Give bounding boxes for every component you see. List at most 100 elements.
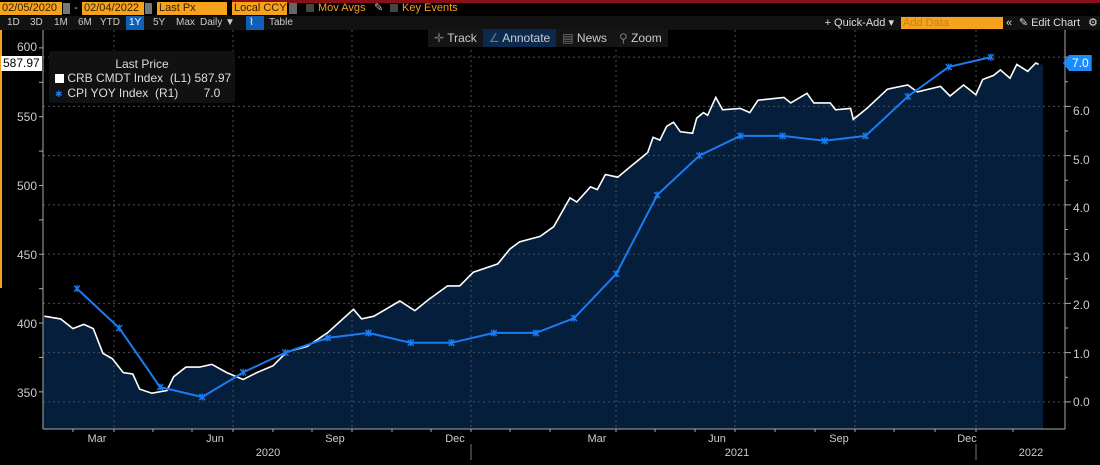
cpi-point-marker: [281, 349, 289, 357]
calendar-icon[interactable]: [145, 3, 152, 14]
cpi-point-marker: [156, 383, 164, 391]
legend-series-value: 587.97: [194, 71, 232, 85]
blue-star-icon: ✱: [55, 89, 63, 99]
pencil-icon[interactable]: ✎: [374, 2, 384, 14]
range-ytd[interactable]: YTD: [100, 17, 120, 28]
annotate-button[interactable]: ∠ Annotate: [482, 29, 557, 47]
cpi-point-marker: [612, 270, 620, 278]
left-tick-label: 400: [17, 317, 38, 331]
gear-icon[interactable]: ⚙: [1088, 17, 1098, 29]
range-3d[interactable]: 3D: [30, 17, 43, 28]
chart-toolbar: ✛ Track ∠ Annotate ▤ News ⚲ Zoom: [428, 29, 668, 47]
cpi-point-marker: [695, 152, 703, 160]
news-label: News: [576, 31, 607, 45]
range-bar: 1D 3D 1M 6M YTD 1Y 5Y Max Daily ▼ ⌇ Tabl…: [0, 16, 1100, 30]
range-5y[interactable]: 5Y: [153, 17, 166, 28]
legend-entry-crb[interactable]: CRB CMDT Index (L1) 587.97: [55, 71, 231, 85]
end-date-input[interactable]: 02/04/2022: [82, 2, 144, 15]
x-year-label: 2020: [255, 447, 281, 459]
top-bar: 02/05/2020 - 02/04/2022 Last Px Local CC…: [0, 0, 1100, 16]
mov-avgs-label[interactable]: Mov Avgs: [318, 2, 366, 14]
legend-series-name: CPI YOY Index (R1): [67, 86, 179, 100]
right-tick-label: 6.0: [1073, 104, 1090, 118]
cpi-point-marker: [570, 314, 578, 322]
legend-series-value: 7.0: [203, 86, 221, 100]
right-tick-label: 0.0: [1073, 395, 1090, 409]
right-tick-label: 2.0: [1073, 298, 1090, 312]
cpi-point-marker: [364, 329, 372, 337]
calendar-icon[interactable]: [63, 3, 70, 14]
cpi-point-marker: [198, 393, 206, 401]
news-icon: ▤: [562, 31, 574, 45]
key-events-checkbox[interactable]: [390, 4, 398, 12]
collapse-icon[interactable]: «: [1006, 17, 1013, 29]
x-month-label: Dec: [957, 433, 977, 445]
range-1d[interactable]: 1D: [7, 17, 20, 28]
cpi-point-marker: [239, 368, 247, 376]
cpi-point-marker: [448, 339, 456, 347]
legend-entry-cpi[interactable]: ✱ CPI YOY Index (R1) 7.0: [55, 86, 220, 100]
right-tick-label: 5.0: [1073, 153, 1090, 167]
track-label: Track: [447, 31, 477, 45]
legend[interactable]: Last Price CRB CMDT Index (L1) 587.97 ✱ …: [49, 51, 235, 103]
left-tick-label: 600: [17, 40, 38, 54]
cpi-point-marker: [987, 53, 995, 61]
range-max[interactable]: Max: [176, 17, 195, 28]
right-tick-label: 1.0: [1073, 347, 1090, 361]
chart-type-icon[interactable]: ⌇: [246, 16, 264, 30]
left-tick-label: 500: [17, 179, 38, 193]
add-data-input[interactable]: Add Data: [901, 17, 1003, 29]
start-date-input[interactable]: 02/05/2020: [0, 2, 62, 15]
x-month-label: Mar: [87, 433, 107, 445]
x-month-label: Dec: [445, 433, 465, 445]
currency-select[interactable]: Local CCY: [232, 2, 287, 15]
annotate-label: Annotate: [502, 31, 551, 45]
key-events-label[interactable]: Key Events: [402, 2, 458, 14]
white-square-icon: [55, 74, 64, 83]
left-tick-label: 450: [17, 248, 38, 262]
left-tick-label: 550: [17, 110, 38, 124]
range-6m[interactable]: 6M: [78, 17, 92, 28]
right-tick-label: 4.0: [1073, 201, 1090, 215]
cpi-point-marker: [904, 93, 912, 100]
legend-series-name: CRB CMDT Index (L1): [67, 71, 192, 85]
pencil-icon: ∠: [488, 31, 500, 45]
cpi-point-marker: [821, 137, 829, 145]
quick-add-button[interactable]: + Quick-Add ▾: [824, 17, 894, 29]
frequency-select[interactable]: Daily ▼: [200, 17, 235, 28]
zoom-button[interactable]: ⚲ Zoom: [613, 29, 668, 47]
status-strip: [232, 0, 1100, 3]
date-separator: -: [74, 2, 78, 14]
edit-chart-button[interactable]: ✎ Edit Chart: [1018, 17, 1080, 29]
left-tick-label: 350: [17, 386, 38, 400]
mov-avgs-checkbox[interactable]: [306, 4, 314, 12]
crb-line: [44, 62, 1039, 395]
field-select[interactable]: Last Px: [157, 2, 227, 15]
cpi-point-marker: [407, 339, 415, 347]
x-month-label: Jun: [708, 433, 726, 445]
range-1m[interactable]: 1M: [54, 17, 68, 28]
cpi-point-marker: [532, 329, 540, 337]
cpi-point-marker: [862, 132, 870, 140]
cpi-point-marker: [73, 285, 81, 293]
cpi-point-marker: [779, 132, 786, 140]
x-month-label: Sep: [325, 433, 345, 445]
crosshair-icon: ✛: [434, 31, 445, 45]
x-year-label: 2022: [1018, 447, 1044, 459]
right-last-value-tag: 7.0: [1063, 55, 1092, 71]
active-panel-indicator: [0, 30, 2, 288]
right-tick-label: 3.0: [1073, 250, 1090, 264]
zoom-label: Zoom: [631, 31, 662, 45]
x-month-label: Jun: [206, 433, 224, 445]
range-1y[interactable]: 1Y: [126, 16, 145, 30]
track-button[interactable]: ✛ Track: [428, 29, 483, 47]
news-button[interactable]: ▤ News: [556, 29, 613, 47]
cpi-point-marker: [324, 334, 332, 342]
cpi-point-marker: [945, 63, 953, 71]
x-month-label: Mar: [587, 433, 607, 445]
chevron-down-icon[interactable]: [289, 3, 297, 14]
table-button[interactable]: Table: [269, 17, 293, 28]
cpi-point-marker: [115, 324, 123, 332]
cpi-point-marker: [653, 191, 661, 199]
x-year-label: 2021: [724, 447, 750, 459]
